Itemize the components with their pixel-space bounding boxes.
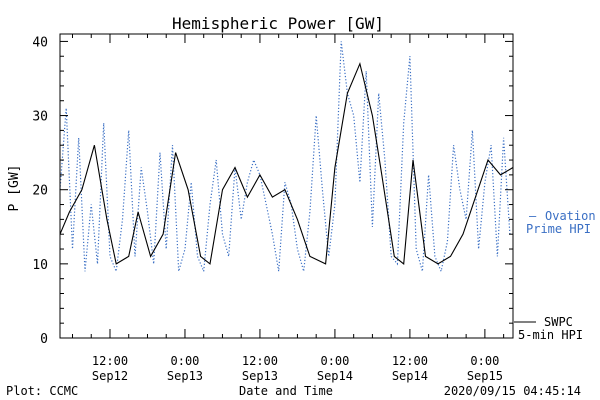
x-tick-label-time: 12:00	[242, 354, 278, 368]
x-tick-label-date: Sep15	[467, 369, 503, 383]
series-swpc-hpi-line	[59, 61, 514, 265]
x-axis-label: Date and Time	[239, 384, 333, 398]
x-tick-label-time: 12:00	[92, 354, 128, 368]
y-tick-label: 30	[32, 110, 48, 125]
x-tick-label-date: Sep14	[392, 369, 428, 383]
y-tick-label: 20	[32, 184, 48, 199]
series-ovation-prime-hpi-line	[59, 41, 511, 274]
y-tick-label: 0	[40, 332, 48, 347]
chart-title: Hemispheric Power [GW]	[172, 14, 384, 33]
y-tick-label: 10	[32, 258, 48, 273]
plot-frame	[59, 33, 514, 339]
x-tick-label-date: Sep14	[317, 369, 353, 383]
footer-credit: Plot: CCMC	[6, 384, 78, 398]
legend-swpc-line1: SWPC	[544, 315, 573, 329]
series-layer	[59, 41, 514, 274]
x-tick-label-date: Sep13	[242, 369, 278, 383]
legend-ovation-marker: —	[529, 209, 537, 223]
x-tick-label-date: Sep13	[167, 369, 203, 383]
y-axis-label: P [GW]	[7, 165, 22, 212]
footer-timestamp: 2020/09/15 04:45:14	[444, 384, 581, 398]
legend: — Ovation Prime HPI SWPC 5-min HPI	[514, 209, 596, 342]
x-tick-label-date: Sep12	[92, 369, 128, 383]
legend-ovation-line2: Prime HPI	[526, 222, 591, 236]
x-tick-label-time: 0:00	[470, 354, 499, 368]
y-axis-ticks: 0 10 20 30 40	[32, 35, 513, 347]
legend-swpc-line2: 5-min HPI	[518, 328, 583, 342]
x-tick-label-time: 12:00	[392, 354, 428, 368]
x-tick-label-time: 0:00	[320, 354, 349, 368]
y-tick-label: 40	[32, 35, 48, 50]
x-tick-label-time: 0:00	[171, 354, 200, 368]
x-axis-ticks: 12:00Sep120:00Sep1312:00Sep130:00Sep1412…	[71, 34, 505, 383]
legend-ovation-line1: Ovation	[545, 209, 596, 223]
